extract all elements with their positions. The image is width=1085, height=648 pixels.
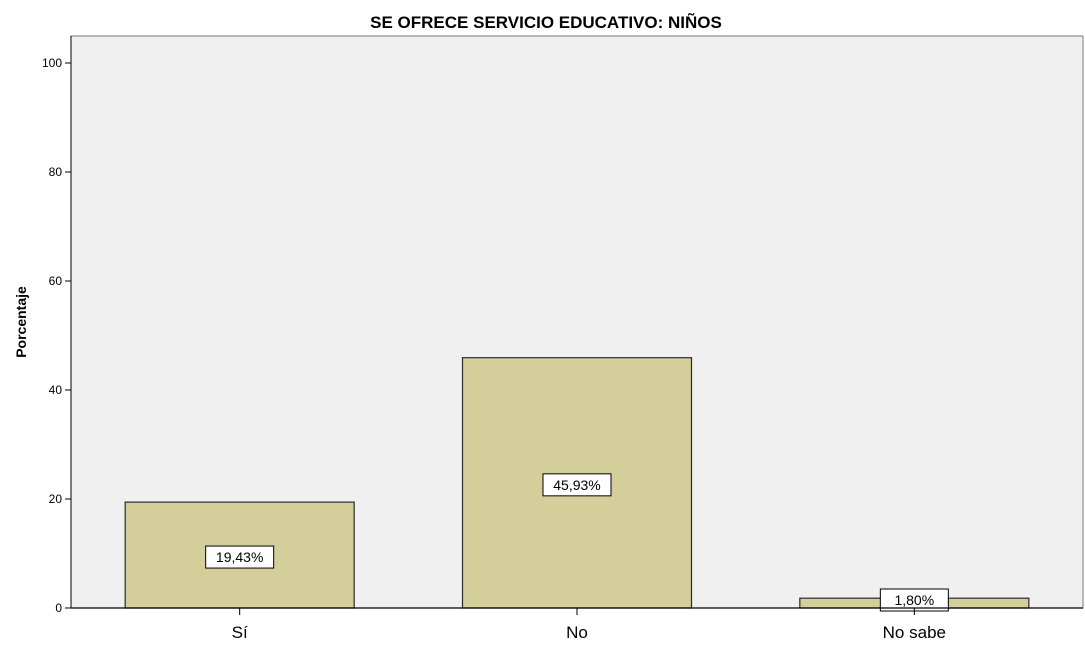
data-label: 1,80% (894, 592, 934, 608)
x-tick-label: Sí (232, 623, 248, 642)
y-tick-label: 80 (49, 165, 63, 179)
y-axis: 0 20 40 60 80 100 (42, 36, 72, 615)
data-label: 45,93% (553, 477, 600, 493)
chart-title: SE OFRECE SERVICIO EDUCATIVO: NIÑOS (370, 12, 722, 32)
y-tick-label: 100 (42, 56, 62, 70)
y-tick-label: 60 (49, 274, 63, 288)
y-tick-label: 40 (49, 383, 63, 397)
x-tick-label: No (566, 623, 588, 642)
data-label: 19,43% (216, 549, 263, 565)
bars-group: 19,43% 45,93% 1,80% (124, 357, 1030, 612)
data-label-box (542, 473, 612, 497)
y-tick-label: 20 (49, 492, 63, 506)
data-label-box (205, 545, 275, 569)
y-tick-label: 0 (55, 601, 62, 615)
x-tick-label: No sabe (883, 623, 946, 642)
y-axis-label: Porcentaje (13, 286, 29, 358)
x-axis: Sí No No sabe (71, 607, 1083, 642)
